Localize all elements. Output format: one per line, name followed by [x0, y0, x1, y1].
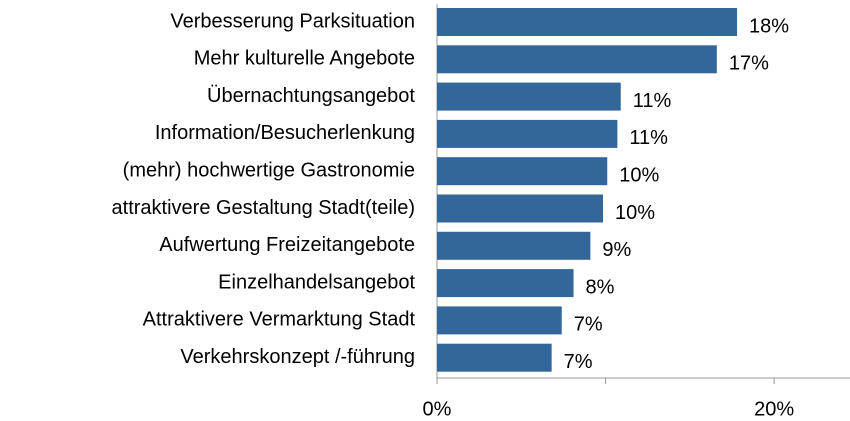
category-label: Information/Besucherlenkung — [155, 122, 415, 144]
value-label: 10% — [615, 202, 655, 224]
value-label: 7% — [574, 314, 603, 336]
bar — [437, 45, 717, 74]
bar — [437, 82, 621, 111]
bar — [437, 343, 552, 372]
category-label: Übernachtungsangebot — [207, 85, 415, 107]
bar — [437, 306, 562, 335]
value-label: 11% — [633, 90, 672, 112]
category-label: Mehr kulturelle Angebote — [194, 48, 415, 70]
bar — [437, 269, 574, 298]
category-label: Verbesserung Parksituation — [170, 10, 415, 32]
bar — [437, 231, 591, 260]
category-label: Einzelhandelsangebot — [218, 271, 415, 293]
bar — [437, 119, 618, 148]
bar — [437, 157, 608, 186]
value-label: 11% — [629, 127, 668, 149]
category-label: (mehr) hochwertige Gastronomie — [123, 159, 415, 181]
category-label: Verkehrskonzept /-führung — [180, 346, 415, 368]
category-label: attraktivere Gestaltung Stadt(teile) — [112, 197, 415, 219]
value-label: 7% — [564, 351, 593, 373]
bar — [437, 194, 604, 223]
value-label: 17% — [729, 53, 769, 75]
value-label: 8% — [586, 276, 615, 298]
x-tick-label: 20% — [754, 398, 794, 420]
category-label: Attraktivere Vermarktung Stadt — [143, 309, 416, 331]
value-label: 18% — [749, 15, 789, 37]
bar — [437, 8, 738, 36]
value-label: 10% — [619, 164, 659, 186]
value-label: 9% — [602, 239, 631, 261]
category-label: Aufwertung Freizeitangebote — [159, 234, 415, 256]
x-tick-label: 0% — [423, 398, 452, 420]
